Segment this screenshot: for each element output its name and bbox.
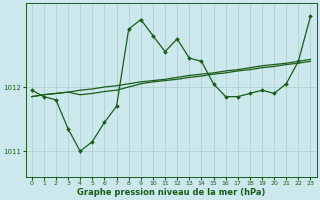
X-axis label: Graphe pression niveau de la mer (hPa): Graphe pression niveau de la mer (hPa) — [77, 188, 265, 197]
